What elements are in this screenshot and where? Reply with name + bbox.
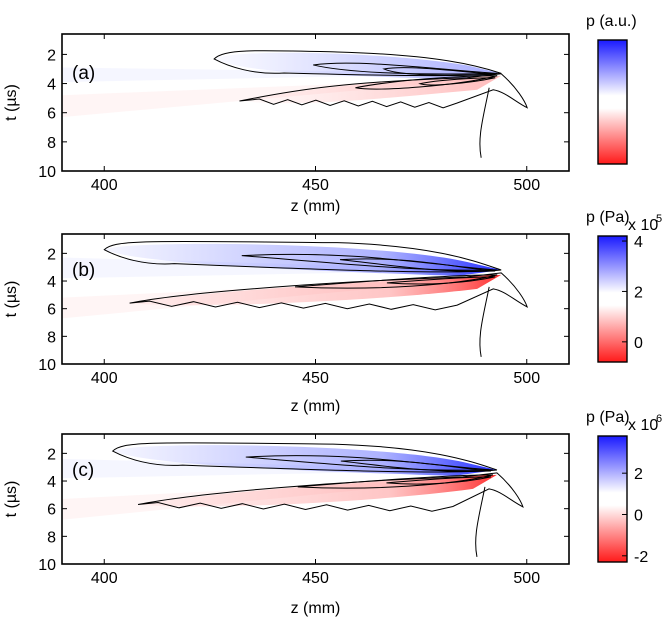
y-axis-label: t (µs) (3, 481, 20, 518)
contour-line (241, 253, 498, 271)
y-tick-label: 8 (47, 135, 56, 152)
y-tick-label: 4 (47, 474, 56, 491)
x-tick-label: 450 (302, 570, 329, 587)
contour-line (340, 459, 491, 472)
heatmap-field (62, 50, 529, 158)
positive-trail (62, 67, 498, 83)
negative-pressure-region (138, 474, 497, 507)
panel-label: (b) (72, 260, 95, 281)
y-tick-label: 10 (38, 164, 56, 181)
colorbar-tick-label: 0 (634, 335, 643, 352)
y-tick-label: 4 (47, 77, 56, 94)
y-tick-label: 6 (47, 106, 56, 123)
negative-pressure-region (129, 274, 502, 306)
contour-line (313, 62, 498, 75)
x-axis-label: z (mm) (291, 600, 341, 617)
x-tick-label: 400 (91, 370, 118, 387)
colorbar-tick-label: -2 (634, 549, 648, 566)
panel-3: 400 450 500 2 4 6 8 10 z (mm) t (µs) (c) p (Pa)x 10… (3, 409, 662, 617)
colorbar (597, 235, 628, 363)
positive-pressure-region (214, 52, 502, 80)
contour-line (297, 474, 494, 489)
y-tick-label: 10 (38, 557, 56, 574)
contour-line (103, 240, 502, 273)
contour-line (386, 476, 492, 485)
colorbar-exponent: x 10 (628, 417, 658, 434)
colorbar-exponent-power: 6 (656, 413, 662, 425)
contour-line (111, 442, 498, 473)
colorbar-title: p (Pa) (586, 409, 630, 426)
colorbar-exponent-power: 5 (656, 213, 662, 225)
x-tick-label: 500 (513, 177, 540, 194)
y-tick-label: 2 (47, 446, 56, 463)
x-tick-label: 450 (302, 370, 329, 387)
colorbar (597, 435, 628, 563)
y-tick-label: 6 (47, 502, 56, 519)
contour-line (386, 276, 496, 285)
y-tick-label: 2 (47, 47, 56, 64)
contour-line (129, 272, 529, 311)
contour-line (137, 472, 524, 512)
y-tick-label: 6 (47, 302, 56, 319)
colorbar-exponent: x 10 (628, 217, 658, 234)
contour-line (245, 455, 493, 471)
x-tick-label: 500 (513, 570, 540, 587)
x-tick-label: 400 (91, 177, 118, 194)
panel-label: (c) (72, 460, 94, 481)
contour-line (239, 73, 529, 109)
contour-line (339, 258, 496, 272)
colorbar-tick-label: 2 (634, 466, 643, 483)
y-tick-label: 8 (47, 529, 56, 546)
contour-line (475, 486, 486, 557)
x-axis-label: z (mm) (291, 398, 341, 415)
negative-trail (62, 77, 498, 118)
colorbar-tick-label: 0 (634, 507, 643, 524)
contour-line (479, 286, 490, 357)
colorbar-title: p (Pa) (586, 209, 630, 226)
heatmap-field (62, 240, 529, 357)
contour-line (355, 75, 498, 90)
x-axis-label: z (mm) (291, 198, 341, 215)
colorbar-tick-label: 4 (634, 234, 643, 251)
panel-1: 400 450 500 2 4 6 8 10 z (mm) t (µs) (a) p (a.u.) (3, 13, 637, 215)
y-axis-label: t (µs) (3, 281, 20, 318)
x-tick-label: 500 (513, 370, 540, 387)
contour-line (294, 274, 498, 289)
colorbar (597, 39, 628, 165)
contour-line (479, 87, 490, 158)
x-tick-label: 400 (91, 570, 118, 587)
y-axis-label: t (µs) (3, 84, 20, 121)
colorbar-title: p (a.u.) (586, 13, 637, 30)
contour-line (418, 77, 496, 86)
panel-label: (a) (72, 63, 95, 84)
y-tick-label: 10 (38, 357, 56, 374)
colorbar-tick-label: 2 (634, 284, 643, 301)
y-tick-label: 8 (47, 329, 56, 346)
y-tick-label: 2 (47, 246, 56, 263)
heatmap-field (62, 442, 524, 557)
x-tick-label: 450 (302, 177, 329, 194)
y-tick-label: 4 (47, 274, 56, 291)
